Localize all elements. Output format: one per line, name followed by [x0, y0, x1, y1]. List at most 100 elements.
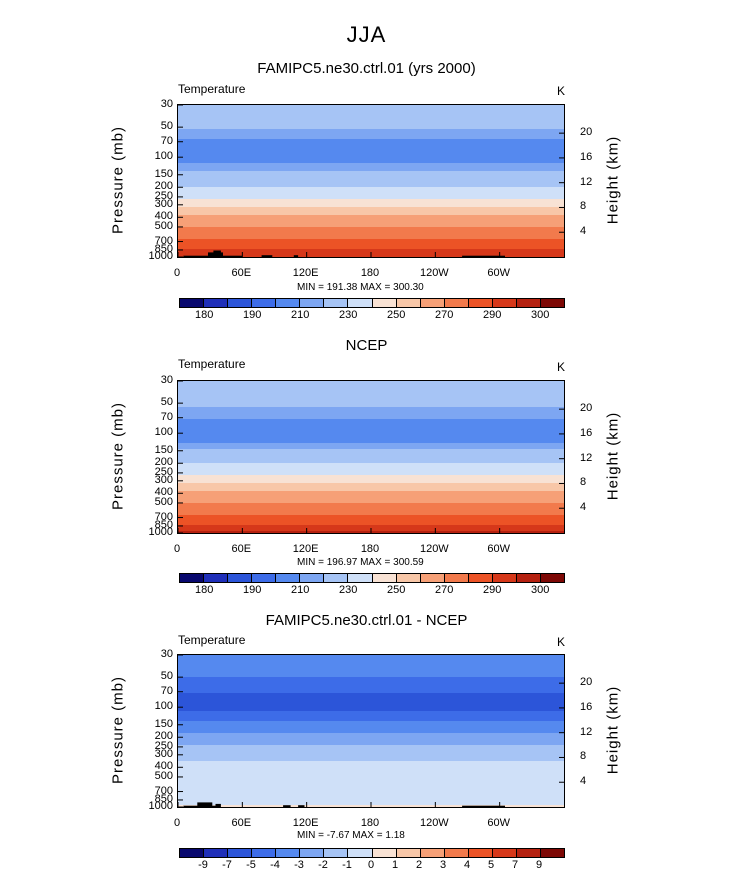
- colorbar-swatch: [467, 299, 492, 307]
- field-band: [178, 213, 564, 216]
- field-band: [178, 217, 564, 220]
- panel-variable-label: Temperature: [178, 633, 246, 647]
- field-band: [178, 171, 564, 174]
- y-tick-label: 150: [154, 443, 173, 456]
- field-band: [178, 447, 564, 450]
- field-band: [178, 423, 564, 426]
- y-tick-label: 400: [154, 760, 173, 773]
- panel-units-label: K: [557, 84, 566, 98]
- colorbar-swatch: [395, 574, 420, 582]
- colorbar-label: -1: [342, 859, 352, 871]
- field-band: [178, 129, 564, 132]
- colorbar-ncep: [179, 573, 565, 583]
- field-band: [178, 787, 564, 790]
- field-band: [178, 241, 564, 244]
- x-tick-label: 60E: [231, 267, 252, 279]
- field-band: [178, 673, 564, 676]
- field-band: [178, 725, 564, 728]
- field-band: [178, 663, 564, 666]
- field-band: [178, 769, 564, 772]
- x-tick-label: 60W: [487, 267, 510, 279]
- panel-variable-label: Temperature: [178, 357, 246, 371]
- field-band: [178, 397, 564, 400]
- y-tick-label: 250: [154, 465, 173, 478]
- colorbar-label: 230: [339, 309, 358, 321]
- field-band: [178, 387, 564, 390]
- field-band: [178, 467, 564, 470]
- colorbar-label: 270: [435, 309, 454, 321]
- colorbar-label: 4: [463, 859, 471, 871]
- colorbar-swatch: [539, 849, 564, 857]
- field-band: [178, 135, 564, 138]
- field-band: [178, 685, 564, 688]
- x-tick-label: 120E: [292, 267, 319, 279]
- y-tick-label: 1000: [148, 800, 173, 812]
- field-band: [178, 231, 564, 234]
- field-band: [178, 759, 564, 762]
- panel-units-label: K: [557, 360, 566, 374]
- field-band: [178, 767, 564, 770]
- field-band: [178, 693, 564, 696]
- field-band: [178, 401, 564, 404]
- x-tick-label: 0: [173, 817, 181, 829]
- field-band: [178, 675, 564, 678]
- field-band: [178, 749, 564, 752]
- field-band: [178, 249, 564, 252]
- height-tick-label: 12: [580, 451, 593, 464]
- field-band: [178, 655, 564, 658]
- field-band: [178, 731, 564, 734]
- height-tick-label: 20: [580, 126, 593, 139]
- field-band: [178, 789, 564, 792]
- height-tick-label: 4: [580, 225, 587, 238]
- x-tick-label: 60E: [231, 543, 252, 555]
- field-band: [178, 509, 564, 512]
- field-band: [178, 773, 564, 776]
- colorbar-swatch: [323, 849, 348, 857]
- field-band: [178, 407, 564, 410]
- colorbar-label: 180: [195, 309, 214, 321]
- colorbar-label: 9: [535, 859, 543, 871]
- colorbar-label: 5: [487, 859, 495, 871]
- field-band: [178, 403, 564, 406]
- field-band: [178, 457, 564, 460]
- y-tick-label: 300: [154, 473, 173, 486]
- axis-ticks: [177, 654, 564, 808]
- x-tick-label: 180: [360, 817, 380, 829]
- field-band: [178, 747, 564, 750]
- x-tick-label: 120W: [419, 543, 449, 555]
- field-band: [178, 433, 564, 436]
- field-band: [178, 383, 564, 386]
- y-tick-label: 400: [154, 486, 173, 499]
- height-tick-label: 16: [580, 150, 593, 163]
- field-band: [178, 753, 564, 756]
- colorbar-swatch: [371, 574, 396, 582]
- field-band: [178, 695, 564, 698]
- field-band: [178, 661, 564, 664]
- field-band: [178, 737, 564, 740]
- topography-mask: [213, 250, 221, 257]
- field-band: [178, 443, 564, 446]
- field-band: [178, 195, 564, 198]
- y-tick-label: 300: [154, 197, 173, 210]
- y-tick-label: 200: [154, 730, 173, 743]
- colorbar-diff: [179, 848, 565, 858]
- y-tick-label: 850: [154, 242, 173, 255]
- colorbar-swatch: [419, 574, 444, 582]
- field-band: [178, 119, 564, 122]
- field-band: [178, 697, 564, 700]
- y-tick-label: 30: [160, 98, 173, 110]
- colorbar-swatch: [251, 574, 276, 582]
- colorbar-swatch: [275, 574, 300, 582]
- colorbar-swatch: [227, 574, 252, 582]
- y-tick-label: 100: [154, 700, 173, 713]
- min-max-label: MIN = -7.67 MAX = 1.18: [297, 830, 405, 841]
- field-band: [178, 157, 564, 160]
- field-band: [178, 475, 564, 478]
- colorbar-swatch: [467, 574, 492, 582]
- panel-title-model: FAMIPC5.ne30.ctrl.01 (yrs 2000): [257, 60, 476, 77]
- field-band: [178, 745, 564, 748]
- min-max-label: MIN = 196.97 MAX = 300.59: [297, 557, 424, 568]
- colorbar-swatch: [371, 299, 396, 307]
- colorbar-swatch: [539, 299, 564, 307]
- colorbar-label: 180: [195, 584, 214, 596]
